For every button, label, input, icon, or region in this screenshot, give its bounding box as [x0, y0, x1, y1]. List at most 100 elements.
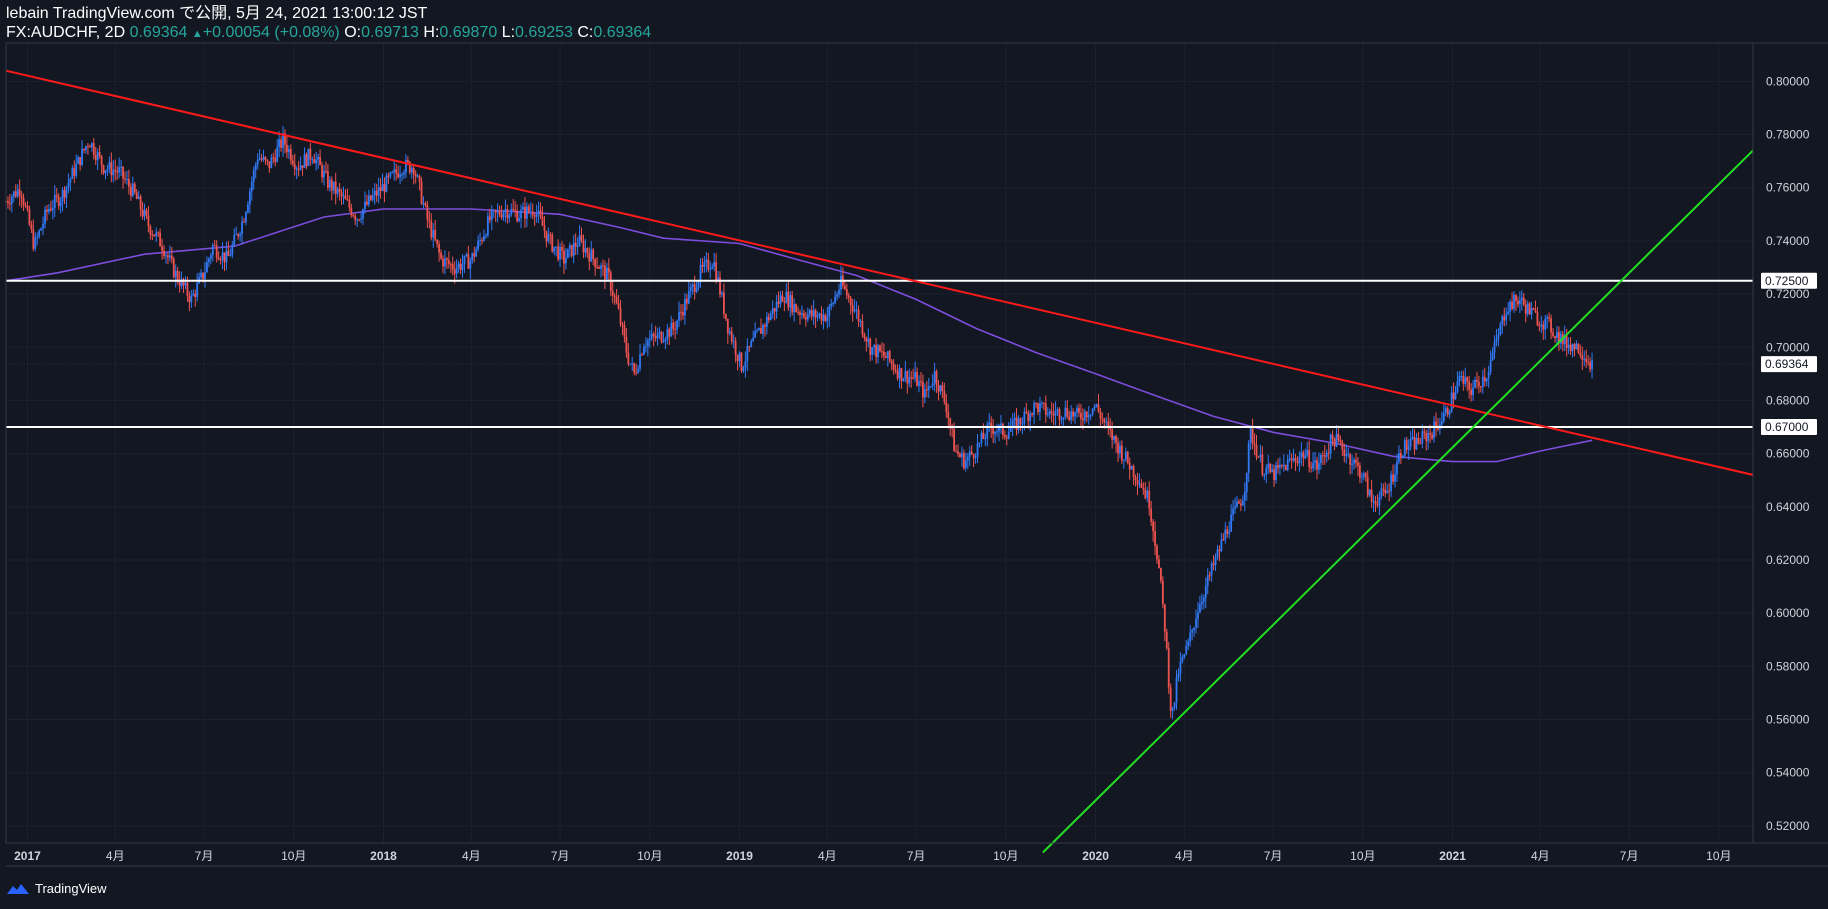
close-value: 0.69364 [593, 24, 652, 41]
candle-body [955, 451, 957, 453]
time-tick-label: 2020 [1082, 849, 1109, 863]
drawing-lines[interactable] [5, 69, 1754, 854]
candle-body [1286, 459, 1289, 471]
candle-body [90, 143, 93, 148]
candle-body [219, 259, 222, 261]
candle-body [496, 211, 499, 213]
candle-body [793, 304, 796, 313]
candle-body [715, 262, 718, 281]
time-tick-label: 7月 [551, 849, 570, 863]
candle-body [1078, 407, 1080, 413]
candle-body [330, 179, 333, 191]
candle-body [26, 205, 29, 210]
candle-body [996, 431, 998, 433]
candle-body [1390, 474, 1393, 492]
candle-body [785, 291, 788, 303]
candle-body [1089, 414, 1092, 416]
candle-body [239, 234, 242, 237]
candle-body [1339, 439, 1342, 443]
candle-body [596, 267, 599, 269]
time-axis[interactable]: 2017 4月 7月 10月 2018 4月 7月 10月 2019 4月 7月 10月 2020 4月 7… [5, 42, 1828, 867]
candle-body [1472, 387, 1474, 396]
candle-body [787, 291, 790, 308]
candle-body [326, 171, 329, 188]
candle-body [186, 282, 189, 296]
candle-body [248, 191, 251, 205]
candle-body [438, 244, 440, 253]
candle-body [1479, 386, 1482, 388]
candle-body [344, 195, 347, 200]
candle-body [1165, 631, 1168, 649]
candle-body [1411, 436, 1414, 439]
candle-body [233, 234, 236, 245]
candle-body [920, 381, 922, 383]
candle-body [719, 277, 721, 295]
price-tag-label: 0.67000 [1765, 420, 1809, 434]
candle-body [732, 340, 735, 342]
candle-body [615, 296, 618, 304]
candle-body [157, 232, 160, 234]
footer[interactable]: TradingView [6, 881, 107, 896]
candle-body [211, 245, 214, 256]
candle-body [1146, 490, 1149, 499]
candle-body [40, 228, 43, 231]
candle-body [387, 175, 390, 177]
candle-body [680, 311, 682, 313]
candle-body [1452, 392, 1455, 400]
candle-body [900, 368, 903, 382]
candle-body [959, 454, 961, 458]
candle-body [650, 333, 653, 339]
candle-body [274, 157, 277, 162]
candle-body [44, 209, 46, 224]
price-change: +0.00054 (+0.08%) [202, 24, 340, 41]
candle-body [1345, 454, 1348, 456]
grid-lines [6, 43, 1753, 843]
candle-body [1212, 563, 1215, 565]
ma-line [5, 208, 1593, 463]
candle-body [1019, 418, 1022, 424]
candle-body [399, 174, 401, 178]
candle-body [654, 335, 657, 339]
candle-body [668, 329, 671, 337]
candle-body [432, 229, 435, 238]
candle-body [1530, 308, 1533, 315]
candle-body [1312, 462, 1314, 469]
candle-body [217, 257, 220, 260]
candle-body [925, 389, 928, 391]
price-tick-label: 0.68000 [1766, 393, 1810, 407]
candle-body [724, 313, 727, 319]
candle-body [541, 216, 544, 226]
candle-body [574, 242, 577, 247]
price-axis[interactable]: 0.52000 0.54000 0.56000 0.58000 0.60000 0.620… [1752, 43, 1828, 843]
candle-body [32, 229, 35, 249]
candle-body [1327, 452, 1330, 454]
candle-body [106, 168, 109, 171]
candle-body [221, 252, 224, 260]
candle-body [223, 252, 226, 263]
candle-body [992, 428, 995, 435]
candle-body [317, 156, 320, 160]
time-tick-label: 10月 [637, 849, 662, 863]
candle-body [53, 194, 56, 208]
candle-body [508, 214, 511, 218]
candle-body [543, 225, 546, 231]
candle-body [814, 310, 817, 318]
candle-body [658, 331, 661, 334]
candle-body [362, 209, 364, 219]
candle-body [287, 149, 290, 153]
price-tick-label: 0.54000 [1766, 766, 1810, 780]
candle-body [687, 291, 690, 304]
candle-body [289, 149, 292, 161]
candle-body [1228, 531, 1231, 534]
time-tick-label: 4月 [1175, 849, 1194, 863]
candle-body [797, 311, 799, 313]
candle-body [684, 298, 686, 316]
candle-body [1518, 300, 1521, 305]
candle-body [1185, 645, 1188, 655]
candle-body [533, 215, 536, 217]
candle-body [1569, 344, 1572, 352]
candle-body [1271, 469, 1274, 472]
candle-body [112, 169, 115, 176]
time-tick-label: 4月 [462, 849, 481, 863]
